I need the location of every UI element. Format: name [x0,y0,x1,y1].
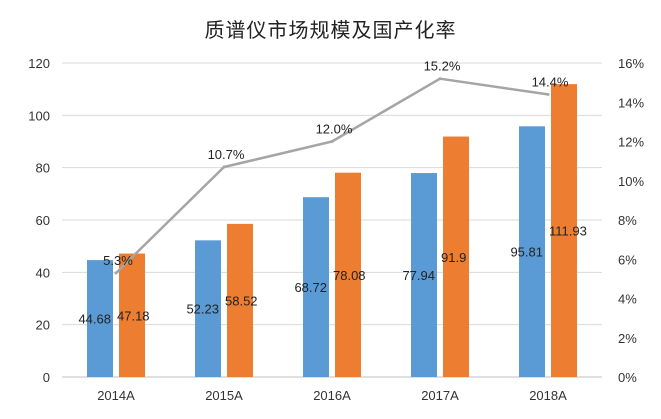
line-point [330,140,334,143]
line-point [222,165,226,169]
bar [227,223,253,377]
x-tick-label: 2016A [313,388,351,403]
y-right-tick-label: 8% [618,213,637,228]
y-right-tick-label: 14% [618,95,644,110]
y-left-tick-label: 80 [36,161,50,176]
y-left-tick-label: 120 [28,56,50,71]
y-left-tick-label: 40 [36,265,50,280]
data-label: 58.52 [225,293,258,308]
bar [411,173,437,377]
line-data-label: 5.3% [103,253,133,268]
x-tick-label: 2014A [97,388,135,403]
chart-title: 质谱仪市场规模及国产化率 [204,18,457,42]
line-point [114,271,118,275]
y-right-tick-label: 12% [618,135,644,150]
x-tick-label: 2018A [529,388,567,403]
bar [551,84,577,377]
line-point [546,92,550,96]
y-left-tick-label: 20 [36,318,50,333]
y-left-tick-label: 0 [43,370,50,385]
bar [119,253,145,377]
data-label: 52.23 [186,302,219,317]
bar [87,260,113,377]
line-data-label: 12.0% [316,122,353,137]
y-right-tick-label: 2% [618,331,637,346]
bar [195,240,221,377]
y-left-tick-label: 100 [28,108,50,123]
data-label: 68.72 [294,280,327,295]
data-label: 95.81 [510,245,543,260]
bar [519,126,545,377]
data-label: 78.08 [333,268,366,283]
x-tick-label: 2017A [421,388,459,403]
y-right-tick-label: 16% [618,56,644,71]
line-series [115,77,549,274]
bar [335,172,361,377]
line-data-label: 10.7% [208,147,245,162]
x-tick-label: 2015A [205,388,243,403]
data-label: 47.18 [117,308,150,323]
bar [303,197,329,377]
line-data-label: 14.4% [532,74,569,89]
y-right-tick-label: 4% [618,292,637,307]
line-point [438,77,442,81]
y-right-tick-label: 6% [618,252,637,267]
line-data-label: 15.2% [424,59,461,74]
data-label: 91.9 [441,250,466,265]
y-right-tick-label: 10% [618,174,644,189]
bar [443,136,469,377]
y-right-tick-label: 0% [618,370,637,385]
y-left-tick-label: 60 [36,213,50,228]
data-label: 44.68 [78,312,111,327]
data-label: 77.94 [402,268,435,283]
data-label: 111.93 [549,224,587,239]
